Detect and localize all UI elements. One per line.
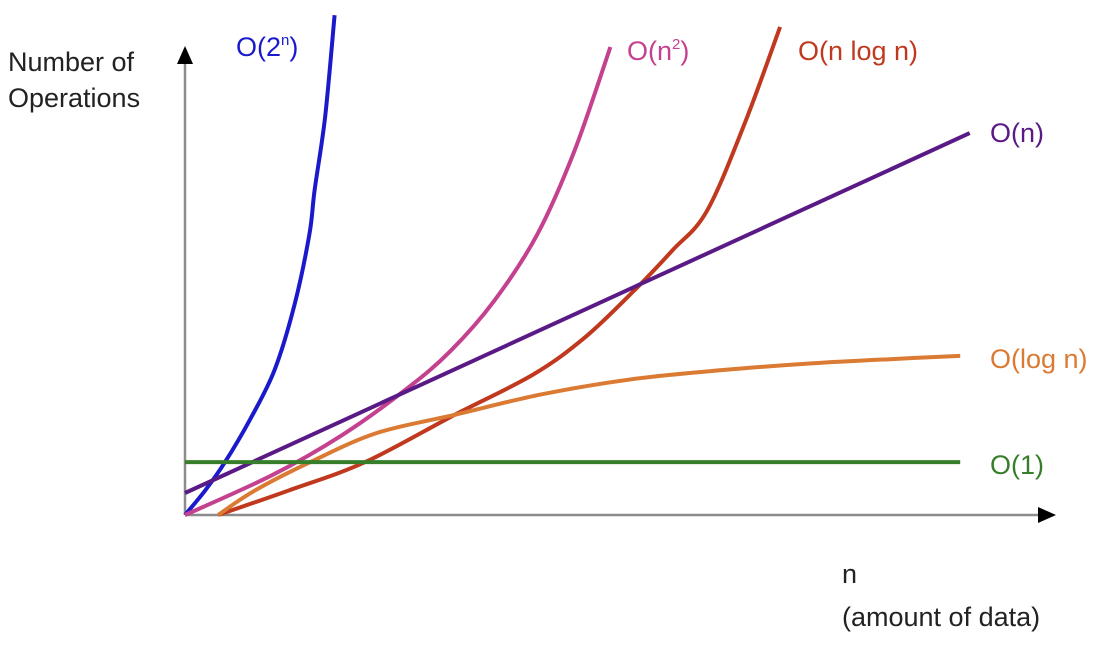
y-axis-title-line-1: Number of <box>8 47 135 77</box>
x-axis-title-variable: n <box>842 559 858 589</box>
series-line-o-n2 <box>184 46 613 517</box>
series-label-base: O(n) <box>990 118 1044 148</box>
y-axis-title: Number of Operations <box>8 44 140 117</box>
series-label-o-1: O(1) <box>990 450 1044 481</box>
y-axis-title-line-2: Operations <box>8 83 141 114</box>
series-label-base: O(log n) <box>990 344 1088 374</box>
x-axis-title-description: (amount of data) <box>842 602 1041 632</box>
x-axis-arrow-icon <box>1038 507 1056 523</box>
series-label-o-n: O(n) <box>990 118 1044 149</box>
series-label-superscript: 2 <box>672 36 681 53</box>
series-label-o-log-n: O(log n) <box>990 344 1088 375</box>
series-label-o-n-log-n: O(n log n) <box>798 36 918 67</box>
series-line-o-2n <box>183 15 337 517</box>
series-label-o-2-n: O(2n) <box>236 32 298 63</box>
series-line-o-log-n <box>216 353 961 517</box>
series-lines <box>183 15 971 517</box>
series-line-o-n <box>184 131 971 495</box>
series-line-o-n-log-n <box>217 26 782 517</box>
series-label-base: O(1) <box>990 450 1044 480</box>
series-label-tail: ) <box>680 36 690 66</box>
series-label-superscript: n <box>281 32 290 49</box>
series-label-base: O(n <box>627 36 673 66</box>
series-label-tail: ) <box>289 32 299 62</box>
y-axis-arrow-icon <box>177 46 193 64</box>
series-label-o-n-squared: O(n2) <box>627 36 689 67</box>
series-label-base: O(2 <box>236 32 282 62</box>
series-label-base: O(n log n) <box>798 36 919 66</box>
